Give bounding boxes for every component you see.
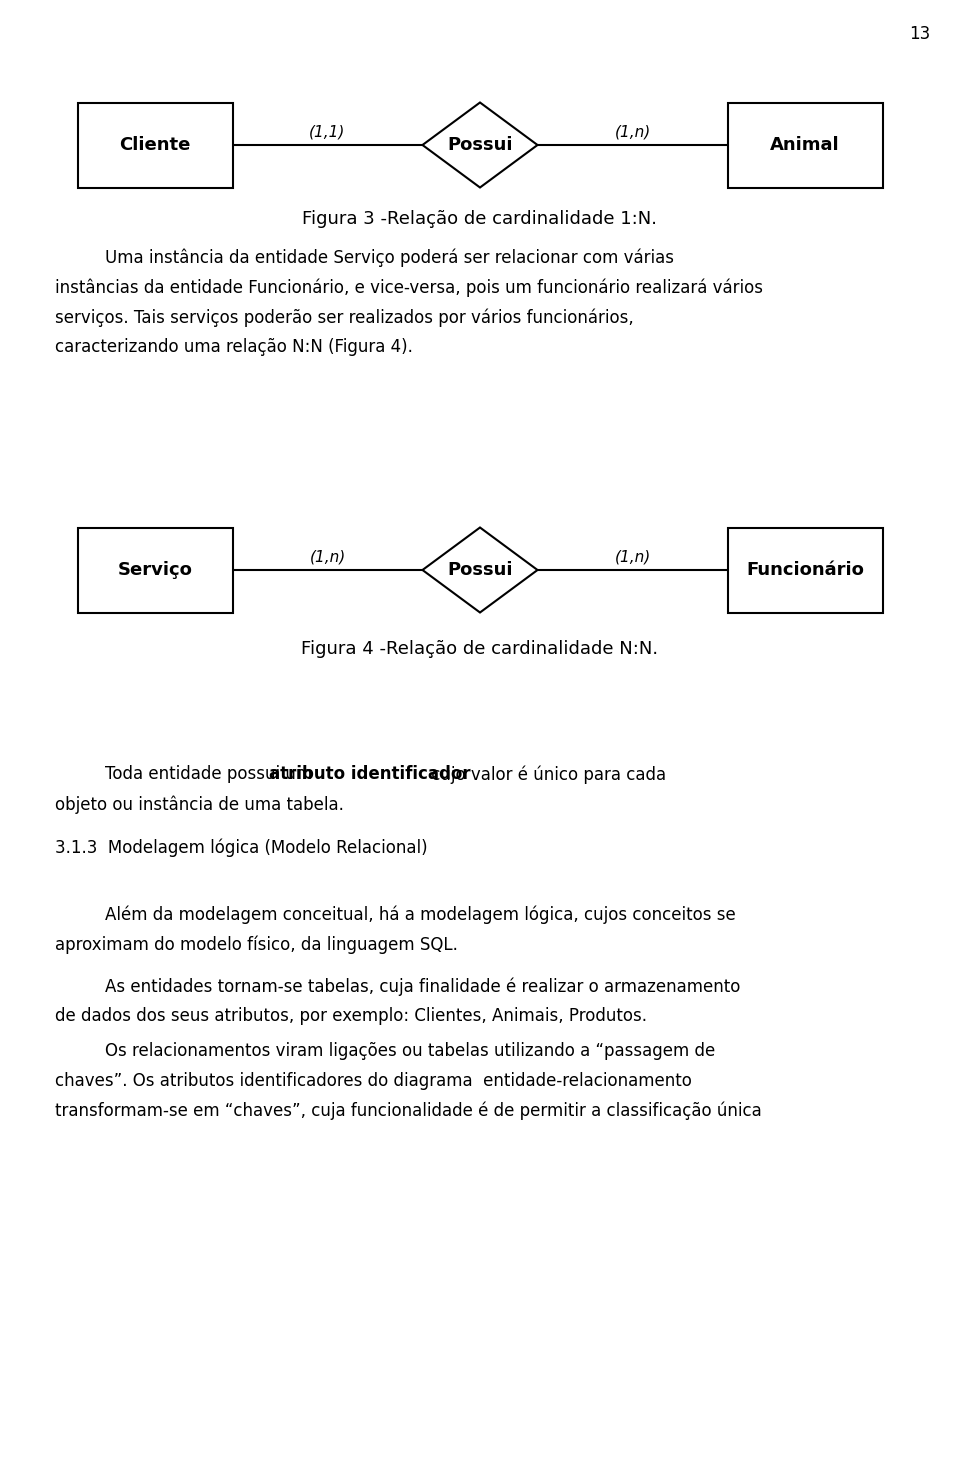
Text: Os relacionamentos viram ligações ou tabelas utilizando a “passagem de: Os relacionamentos viram ligações ou tab… xyxy=(105,1042,715,1060)
Text: chaves”. Os atributos identificadores do diagrama  entidade-relacionamento: chaves”. Os atributos identificadores do… xyxy=(55,1072,692,1089)
Text: As entidades tornam-se tabelas, cuja finalidade é realizar o armazenamento: As entidades tornam-se tabelas, cuja fin… xyxy=(105,978,740,995)
Text: Possui: Possui xyxy=(447,562,513,579)
Text: Uma instância da entidade Serviço poderá ser relacionar com várias: Uma instância da entidade Serviço poderá… xyxy=(105,248,674,266)
Text: Toda entidade possui um: Toda entidade possui um xyxy=(105,764,318,784)
Polygon shape xyxy=(422,528,538,613)
FancyBboxPatch shape xyxy=(728,528,882,613)
FancyBboxPatch shape xyxy=(728,103,882,188)
Text: serviços. Tais serviços poderão ser realizados por vários funcionários,: serviços. Tais serviços poderão ser real… xyxy=(55,309,634,326)
Text: Serviço: Serviço xyxy=(117,562,192,579)
Text: Funcionário: Funcionário xyxy=(746,562,864,579)
Text: (1,n): (1,n) xyxy=(614,550,651,564)
Polygon shape xyxy=(422,103,538,188)
Text: cujo valor é único para cada: cujo valor é único para cada xyxy=(426,764,666,784)
Text: Figura 4 -Relação de cardinalidade N:N.: Figura 4 -Relação de cardinalidade N:N. xyxy=(301,639,659,659)
Text: 3.1.3  Modelagem lógica (Modelo Relacional): 3.1.3 Modelagem lógica (Modelo Relaciona… xyxy=(55,838,427,857)
Text: (1,n): (1,n) xyxy=(309,550,346,564)
Text: Animal: Animal xyxy=(770,137,840,154)
Text: instâncias da entidade Funcionário, e vice-versa, pois um funcionário realizará : instâncias da entidade Funcionário, e vi… xyxy=(55,278,763,297)
Text: Cliente: Cliente xyxy=(119,137,191,154)
Text: aproximam do modelo físico, da linguagem SQL.: aproximam do modelo físico, da linguagem… xyxy=(55,935,458,954)
Text: Figura 3 -Relação de cardinalidade 1:N.: Figura 3 -Relação de cardinalidade 1:N. xyxy=(302,210,658,228)
Text: (1,n): (1,n) xyxy=(614,125,651,140)
Text: Além da modelagem conceitual, há a modelagem lógica, cujos conceitos se: Além da modelagem conceitual, há a model… xyxy=(105,906,735,923)
Text: objeto ou instância de uma tabela.: objeto ou instância de uma tabela. xyxy=(55,795,344,813)
FancyBboxPatch shape xyxy=(78,103,232,188)
FancyBboxPatch shape xyxy=(78,528,232,613)
Text: transformam-se em “chaves”, cuja funcionalidade é de permitir a classificação ún: transformam-se em “chaves”, cuja funcion… xyxy=(55,1102,761,1120)
Text: atributo identificador: atributo identificador xyxy=(269,764,470,784)
Text: Possui: Possui xyxy=(447,137,513,154)
Text: de dados dos seus atributos, por exemplo: Clientes, Animais, Produtos.: de dados dos seus atributos, por exemplo… xyxy=(55,1007,647,1025)
Text: 13: 13 xyxy=(909,25,930,43)
Text: (1,1): (1,1) xyxy=(309,125,346,140)
Text: caracterizando uma relação N:N (Figura 4).: caracterizando uma relação N:N (Figura 4… xyxy=(55,338,413,356)
